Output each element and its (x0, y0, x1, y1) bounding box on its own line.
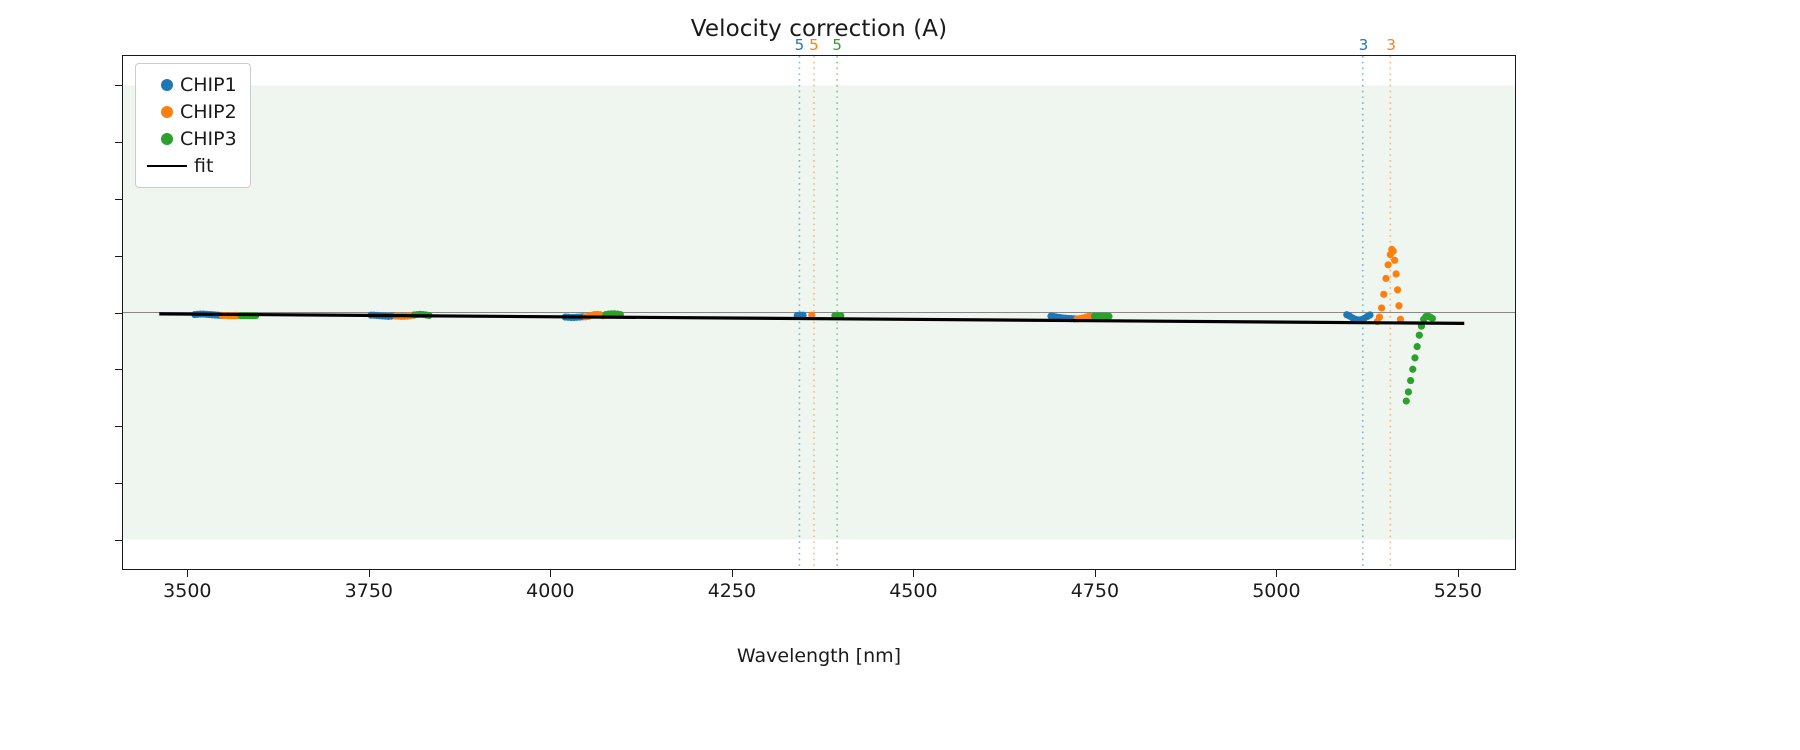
legend-dot-swatch (161, 105, 173, 118)
legend-item[interactable]: CHIP3 (147, 125, 237, 152)
x-tick-label: 3500 (163, 580, 212, 602)
legend-dot-swatch (161, 78, 173, 91)
data-point (1428, 314, 1436, 322)
data-point (1402, 397, 1410, 405)
data-point (1404, 388, 1413, 396)
legend-line-swatch (147, 164, 187, 167)
vline-annotation: 5 (809, 36, 819, 54)
data-point (1415, 331, 1423, 339)
x-axis-label: Wavelength [nm] (736, 645, 902, 667)
fit-line (159, 312, 1465, 325)
vline-annotation: 3 (1358, 36, 1369, 54)
data-point (1378, 304, 1386, 312)
data-point (1411, 354, 1419, 362)
vline-annotation: 5 (794, 36, 805, 54)
legend-item[interactable]: CHIP1 (147, 71, 237, 98)
data-point (1389, 247, 1397, 255)
y-tick-mark (115, 84, 122, 86)
legend-dot-swatch (161, 132, 173, 145)
legend-item[interactable]: CHIP2 (147, 98, 237, 125)
data-point (1380, 290, 1388, 298)
x-tick-label: 4250 (707, 580, 757, 602)
y-tick-mark (115, 426, 122, 428)
data-point (1105, 312, 1113, 320)
vline-annotation: 5 (832, 36, 842, 54)
y-tick-mark (115, 483, 122, 485)
data-point (1395, 302, 1403, 310)
y-tick-mark (115, 369, 122, 371)
x-tick-label: 4750 (1070, 580, 1120, 602)
data-point (1375, 313, 1384, 321)
plot-area[interactable] (122, 55, 1516, 570)
data-point (1392, 270, 1400, 278)
x-tick-label: 4000 (526, 580, 575, 602)
vline-annotation: 3 (1386, 36, 1396, 54)
data-point (1413, 342, 1421, 351)
legend-item-label: CHIP1 (180, 73, 237, 96)
x-tick-label: 4500 (889, 580, 938, 602)
y-tick-mark (115, 312, 122, 314)
data-point (1382, 274, 1390, 283)
x-tick-label: 3750 (344, 580, 394, 602)
legend-item-label: fit (194, 154, 214, 177)
x-tick-mark (1276, 570, 1278, 577)
x-tick-label: 5250 (1433, 580, 1483, 602)
data-point (1366, 311, 1374, 319)
x-tick-mark (731, 570, 733, 577)
data-point (1384, 261, 1392, 269)
legend-item[interactable]: fit (147, 152, 237, 179)
legend[interactable]: CHIP1 CHIP2 CHIP3 fit (135, 63, 251, 188)
y-tick-mark (115, 540, 122, 542)
x-tick-mark (913, 570, 915, 577)
data-point (1407, 377, 1415, 385)
data-point (1393, 286, 1402, 294)
y-tick-mark (115, 141, 122, 143)
legend-item-label: CHIP2 (180, 100, 237, 123)
data-point (1409, 365, 1417, 373)
data-point (808, 311, 816, 319)
x-tick-mark (550, 570, 552, 577)
x-tick-mark (187, 570, 189, 577)
y-tick-mark (115, 198, 122, 200)
plot-svg (123, 56, 1515, 569)
x-tick-mark (1094, 570, 1096, 577)
x-tick-mark (368, 570, 370, 577)
data-point (1396, 315, 1405, 323)
page-title: Velocity correction (A) (690, 16, 948, 42)
x-tick-label: 5000 (1252, 580, 1301, 602)
y-tick-mark (115, 255, 122, 257)
x-tick-mark (1457, 570, 1459, 577)
data-point (1391, 256, 1399, 264)
legend-item-label: CHIP3 (180, 127, 237, 150)
